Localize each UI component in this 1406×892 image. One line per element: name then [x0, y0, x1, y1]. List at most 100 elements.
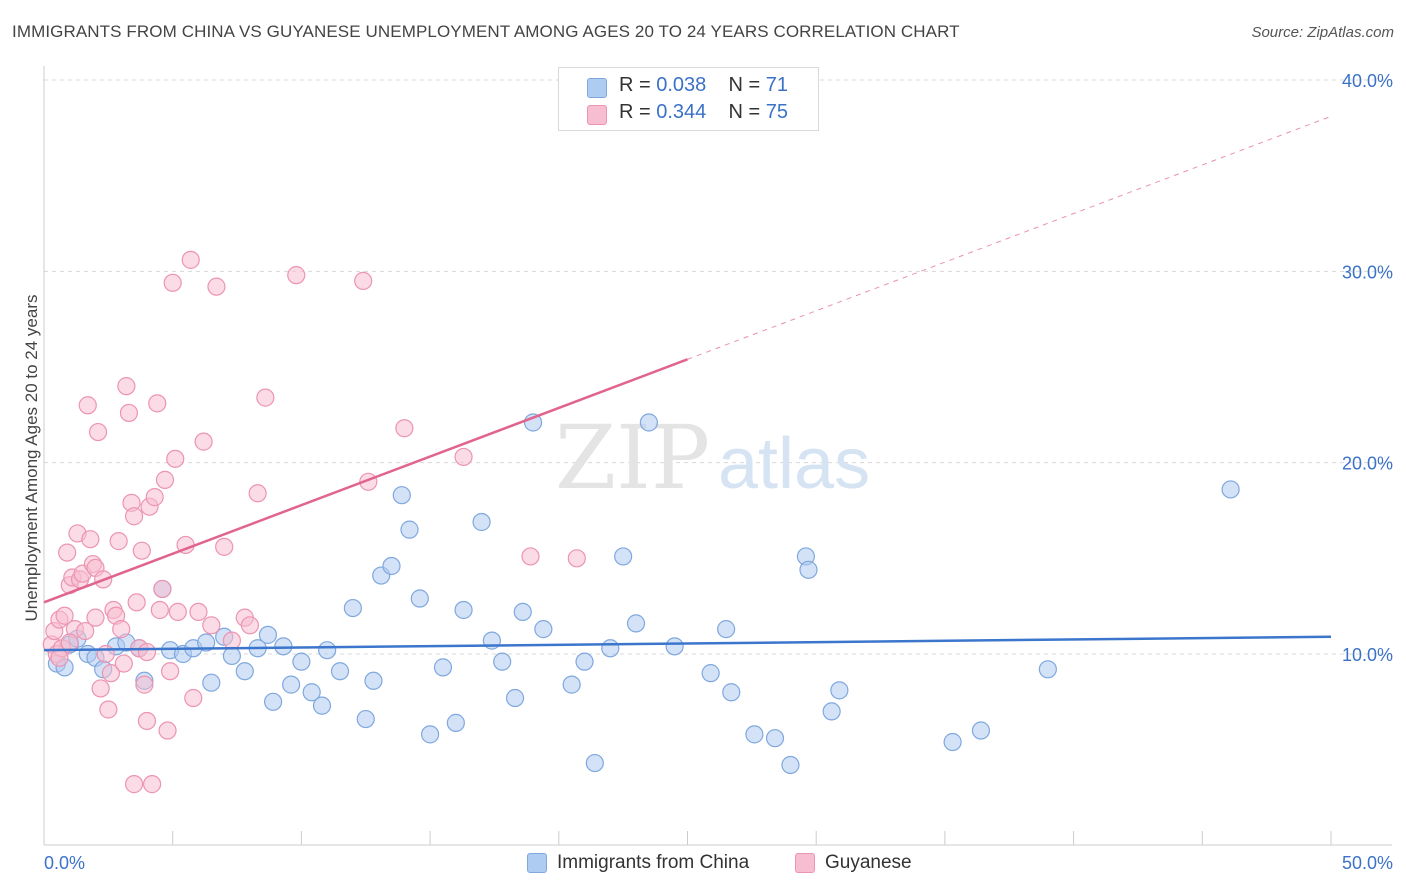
point-guyanese [163, 273, 182, 292]
legend-r-value-china: 0.038 [656, 74, 707, 96]
point-guyanese [96, 644, 115, 664]
point-china [1038, 660, 1057, 679]
point-china [505, 688, 525, 708]
point-guyanese [114, 654, 133, 673]
bottom-legend-label-china: Immigrants from China [557, 852, 750, 873]
trend-line-china [43, 635, 1332, 652]
point-guyanese [101, 664, 121, 683]
point-china [781, 755, 800, 775]
point-guyanese [112, 620, 131, 639]
y-tick-label: 40.0% [1342, 71, 1393, 91]
point-china [400, 520, 419, 539]
point-guyanese [184, 688, 203, 708]
point-guyanese [207, 277, 226, 296]
point-china [1221, 480, 1240, 499]
point-guyanese [127, 593, 146, 612]
bottom-legend-label-guyanese: Guyanese [825, 852, 912, 873]
point-china [282, 675, 301, 694]
y-tick-label: 10.0% [1342, 645, 1393, 665]
point-guyanese [99, 700, 118, 719]
point-china [830, 681, 849, 700]
point-guyanese [117, 377, 136, 396]
point-china [274, 637, 293, 656]
bottom-legend-swatch-china [527, 853, 547, 873]
trend-lines [43, 115, 1332, 652]
watermark-zip: ZIP [555, 406, 710, 509]
point-guyanese [287, 266, 306, 285]
point-china [745, 725, 764, 744]
y-tick-label: 30.0% [1342, 262, 1393, 282]
point-guyanese [124, 507, 144, 526]
point-guyanese [124, 775, 144, 794]
point-china [312, 696, 332, 715]
point-guyanese [135, 675, 154, 694]
correlation-legend: R = 0.038 N = 71 R = 0.344 N = 75 [558, 67, 819, 131]
point-china [722, 683, 741, 702]
point-guyanese [521, 547, 540, 566]
point-china [493, 652, 512, 671]
point-guyanese [158, 721, 177, 740]
legend-r-value-guyanese: 0.344 [656, 101, 707, 123]
point-china [302, 683, 321, 702]
point-guyanese [76, 621, 95, 641]
bottom-legend-swatch-guyanese [795, 853, 815, 873]
point-guyanese [88, 422, 108, 442]
point-china [454, 600, 473, 620]
point-china [626, 614, 646, 633]
point-china [717, 620, 736, 639]
point-guyanese [81, 530, 100, 549]
point-guyanese [145, 488, 164, 507]
point-china [822, 702, 841, 721]
point-china [799, 560, 818, 579]
point-china [665, 637, 684, 656]
x-tick-label-max: 50.0% [1342, 853, 1393, 873]
point-china [222, 646, 242, 666]
point-guyanese [132, 541, 151, 560]
legend-n-label: N = [728, 101, 761, 123]
point-guyanese [148, 394, 167, 413]
x-tick-label-min: 0.0% [44, 853, 85, 873]
point-guyanese [166, 449, 185, 468]
point-guyanese [109, 532, 128, 551]
legend-swatch-china [587, 78, 607, 98]
point-guyanese [58, 543, 77, 562]
point-guyanese [222, 631, 242, 650]
point-china [197, 633, 216, 652]
trend-line-guyanese [43, 358, 688, 604]
point-guyanese [189, 602, 208, 622]
point-china [765, 729, 785, 748]
point-guyanese [256, 388, 275, 407]
source-label: Source: ZipAtlas.com [1251, 24, 1394, 41]
point-guyanese [119, 403, 139, 423]
legend-swatch-guyanese [587, 105, 607, 125]
point-china [364, 671, 383, 690]
point-china [585, 753, 604, 773]
legend-n-value-guyanese: 75 [765, 101, 789, 123]
point-china [701, 664, 720, 683]
point-guyanese [91, 679, 110, 698]
point-guyanese [50, 648, 69, 667]
point-guyanese [161, 662, 180, 681]
point-guyanese [153, 579, 172, 599]
watermark: ZIP atlas [555, 406, 870, 509]
point-guyanese [137, 642, 157, 662]
legend-n-label: N = [728, 74, 761, 96]
point-guyanese [78, 396, 97, 415]
point-guyanese [143, 775, 162, 794]
point-guyanese [181, 250, 200, 269]
point-china [356, 709, 375, 729]
point-china [258, 625, 278, 644]
legend-r-label: R = [619, 101, 651, 123]
point-china [410, 589, 429, 608]
series-guyanese-points [42, 250, 586, 794]
point-china [382, 556, 401, 576]
point-guyanese [155, 470, 175, 489]
tick-labels: 10.0% 20.0% 30.0% 40.0% 0.0% 50.0% [44, 71, 1393, 873]
point-china [292, 652, 311, 671]
point-guyanese [55, 606, 74, 625]
point-guyanese [454, 447, 473, 467]
point-china [601, 639, 620, 658]
point-china [614, 547, 633, 566]
point-china [433, 658, 453, 677]
point-china [392, 486, 411, 505]
